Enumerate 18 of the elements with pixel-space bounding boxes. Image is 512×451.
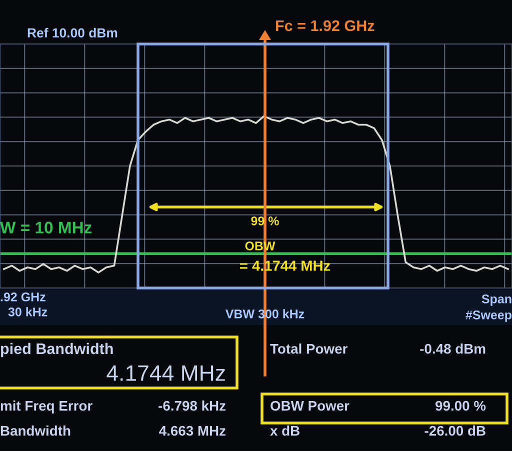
- text: 4.1744 MHz: [106, 365, 225, 381]
- text: #Sweep: [466, 310, 512, 322]
- text: .92 GHz: [0, 292, 46, 302]
- text: -6.798 kHz: [158, 400, 226, 411]
- text: -26.00 dB: [424, 426, 486, 436]
- text: Fc = 1.92 GHz: [276, 20, 374, 32]
- text: Bandwidth: [0, 426, 70, 436]
- text: mit Freq Error: [0, 400, 92, 414]
- text: pied Bandwidth: [1, 342, 113, 358]
- text: Span: [482, 294, 512, 306]
- text: 30 kHz: [8, 307, 48, 316]
- text: 99.00 %: [436, 400, 486, 411]
- text: 4.663 MHz: [159, 426, 226, 436]
- text: x dB: [270, 426, 300, 436]
- text: OBW Power: [270, 400, 350, 411]
- text: -0.48 dBm: [420, 344, 486, 354]
- text: Ref 10.00 dBm: [28, 28, 118, 38]
- text: Total Power: [270, 344, 348, 354]
